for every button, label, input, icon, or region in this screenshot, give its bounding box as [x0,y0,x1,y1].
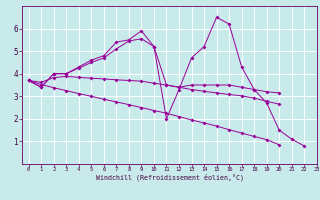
X-axis label: Windchill (Refroidissement éolien,°C): Windchill (Refroidissement éolien,°C) [96,174,244,181]
